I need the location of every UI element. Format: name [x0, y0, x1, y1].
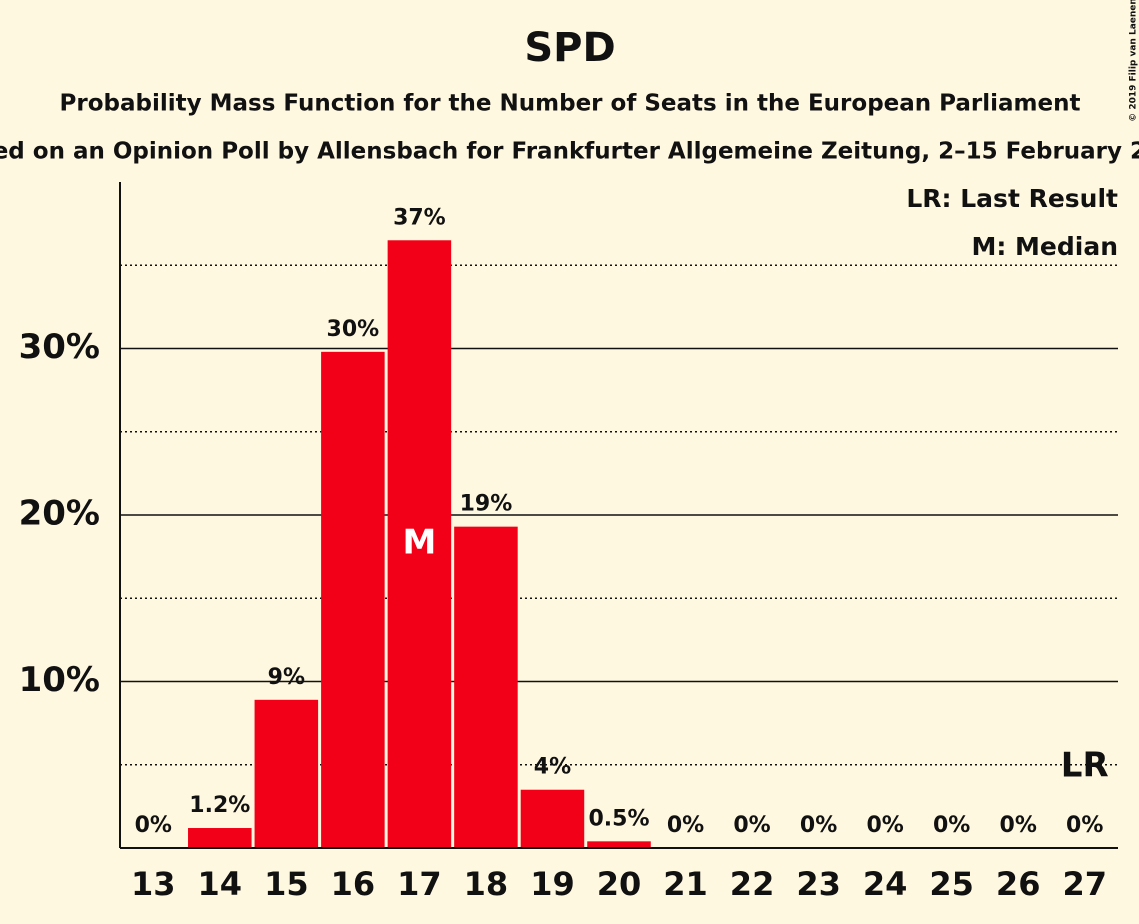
- value-label: 0%: [933, 813, 970, 838]
- x-tick-label: 14: [198, 865, 243, 903]
- x-tick-label: 17: [397, 865, 442, 903]
- y-tick-label: 30%: [19, 327, 100, 367]
- x-tick-label: 13: [131, 865, 176, 903]
- bar: [321, 351, 385, 848]
- legend-entry: LR: Last Result: [906, 184, 1118, 213]
- bar: [387, 240, 452, 848]
- value-label: 0%: [135, 813, 172, 838]
- value-label: 0%: [733, 813, 770, 838]
- y-tick-label: 20%: [19, 494, 100, 534]
- chart-subtitle: Probability Mass Function for the Number…: [60, 91, 1081, 117]
- value-label: 9%: [268, 665, 305, 690]
- value-label: 37%: [393, 205, 446, 230]
- value-label: 30%: [327, 317, 380, 342]
- median-marker: M: [402, 523, 436, 563]
- value-label: 4%: [534, 755, 571, 780]
- last-result-marker: LR: [1061, 745, 1109, 785]
- chart-subtitle: Based on an Opinion Poll by Allensbach f…: [0, 139, 1139, 165]
- bar: [188, 828, 252, 848]
- value-label: 0%: [667, 813, 704, 838]
- value-label: 19%: [460, 492, 513, 517]
- x-tick-label: 19: [530, 865, 575, 903]
- bar: [520, 789, 585, 848]
- value-label: 0%: [800, 813, 837, 838]
- x-tick-label: 21: [663, 865, 708, 903]
- x-tick-label: 20: [597, 865, 642, 903]
- bar: [454, 526, 518, 848]
- copyright: © 2019 Filip van Laenen: [1129, 0, 1139, 122]
- x-tick-label: 18: [464, 865, 509, 903]
- x-tick-label: 25: [929, 865, 974, 903]
- bar: [587, 841, 651, 848]
- value-label: 1.2%: [189, 793, 250, 818]
- x-tick-label: 26: [996, 865, 1041, 903]
- value-label: 0%: [1000, 813, 1037, 838]
- value-label: 0%: [1066, 813, 1103, 838]
- value-label: 0.5%: [588, 806, 649, 831]
- x-tick-label: 16: [331, 865, 376, 903]
- legend-entry: M: Median: [971, 232, 1118, 261]
- x-tick-label: 22: [730, 865, 775, 903]
- value-label: 0%: [866, 813, 903, 838]
- chart-title: SPD: [524, 25, 615, 71]
- y-tick-label: 10%: [19, 660, 100, 700]
- x-tick-label: 27: [1062, 865, 1107, 903]
- x-tick-label: 24: [863, 865, 908, 903]
- bar: [254, 699, 319, 848]
- x-tick-label: 15: [264, 865, 309, 903]
- x-tick-label: 23: [796, 865, 841, 903]
